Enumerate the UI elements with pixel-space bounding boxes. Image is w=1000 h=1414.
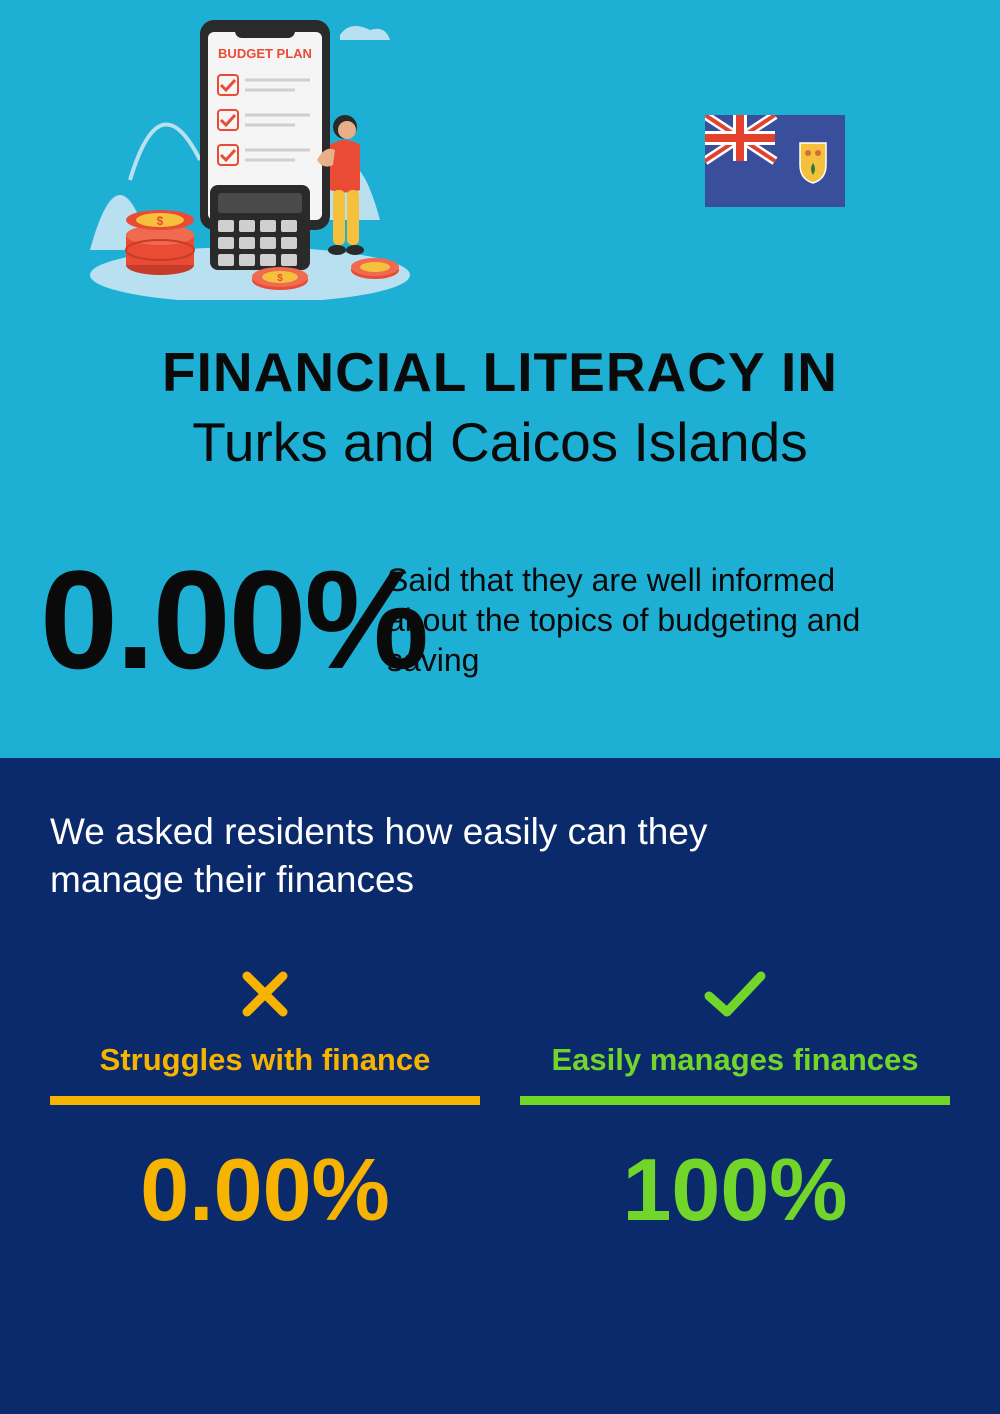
col-right-value: 100% <box>520 1139 950 1241</box>
title-line1: FINANCIAL LITERACY IN <box>0 340 1000 404</box>
svg-text:$: $ <box>157 214 164 228</box>
title-line2: Turks and Caicos Islands <box>0 410 1000 474</box>
title-block: FINANCIAL LITERACY IN Turks and Caicos I… <box>0 340 1000 474</box>
check-icon <box>520 964 950 1024</box>
question-text: We asked residents how easily can they m… <box>50 808 830 904</box>
top-section: BUDGET PLAN <box>0 0 1000 758</box>
col-right-rule <box>520 1096 950 1105</box>
col-manages: Easily manages finances 100% <box>520 964 950 1241</box>
col-left-rule <box>50 1096 480 1105</box>
svg-text:$: $ <box>277 273 283 284</box>
cross-icon <box>50 964 480 1024</box>
stat-value: 0.00% <box>40 550 427 690</box>
flag-turks-caicos <box>705 115 845 207</box>
stat-text: Said that they are well informed about t… <box>387 560 867 680</box>
col-right-label: Easily manages finances <box>520 1042 950 1078</box>
budget-illustration: BUDGET PLAN <box>80 20 420 300</box>
columns: Struggles with finance 0.00% Easily mana… <box>50 964 950 1241</box>
col-left-value: 0.00% <box>50 1139 480 1241</box>
bottom-section: We asked residents how easily can they m… <box>0 758 1000 1414</box>
col-struggles: Struggles with finance 0.00% <box>50 964 480 1241</box>
col-left-label: Struggles with finance <box>50 1042 480 1078</box>
svg-text:BUDGET PLAN: BUDGET PLAN <box>218 46 312 61</box>
stat-block: 0.00% Said that they are well informed a… <box>40 550 940 690</box>
